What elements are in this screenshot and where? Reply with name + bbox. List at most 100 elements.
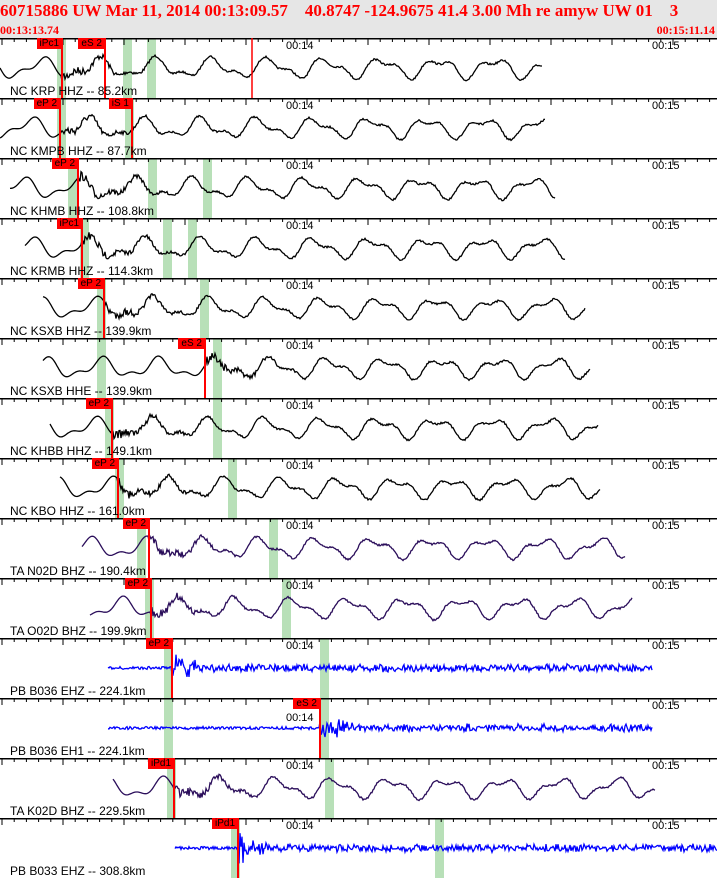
time-mark: 00:14 — [286, 280, 314, 292]
pick-flag[interactable]: iPc1 — [36, 38, 62, 49]
pick-flag[interactable]: eP 2 — [85, 398, 112, 409]
time-mark: 00:15 — [652, 400, 680, 412]
waveform-trace — [0, 698, 717, 758]
channel-panel[interactable]: eP 2 00:14 00:15 TA O02D BHZ -- 199.9km — [0, 578, 717, 638]
pick-flag[interactable]: eP 2 — [91, 458, 118, 469]
time-mark: 00:15 — [652, 820, 680, 832]
pick-flag[interactable]: eP 2 — [77, 278, 104, 289]
time-mark: 00:15 — [652, 760, 680, 772]
pick-flag[interactable]: eP 2 — [51, 158, 78, 169]
pick-flag[interactable]: eS 2 — [78, 38, 105, 49]
channel-label: PB B033 EHZ -- 308.8km — [10, 864, 146, 878]
channel-panel[interactable]: iPc1 eS 2 00:14 00:15 NC KRP HHZ -- 85.2km — [0, 38, 717, 98]
start-time: 00:13:13.74 — [0, 23, 59, 37]
time-mark: 00:14 — [286, 760, 314, 772]
event-header: 60715886 UW Mar 11, 2014 00:13:09.57 40.… — [0, 0, 717, 38]
pick-flag[interactable]: iPd1 — [147, 758, 174, 769]
pick-flag[interactable]: eP 2 — [124, 578, 151, 589]
waveform-trace — [0, 278, 717, 338]
pick-window — [163, 218, 172, 278]
time-mark: 00:15 — [652, 40, 680, 52]
channel-panel[interactable]: eS 2 00:14 00:15 PB B036 EH1 -- 224.1km — [0, 698, 717, 758]
time-mark: 00:14 — [286, 712, 314, 724]
channel-panel[interactable]: iPd1 00:14 00:15 TA K02D BHZ -- 229.5km — [0, 758, 717, 818]
pick-window — [137, 518, 146, 578]
pick-window — [213, 338, 222, 398]
pick-window — [282, 578, 291, 638]
waveform-trace — [0, 218, 717, 278]
channel-panel[interactable]: iPd1 00:14 00:15 PB B033 EHZ -- 308.8km — [0, 818, 717, 878]
pick-flag[interactable]: iS 1 — [108, 98, 132, 109]
event-title: 60715886 UW Mar 11, 2014 00:13:09.57 40.… — [0, 1, 679, 20]
pick-flag[interactable]: iPc1 — [56, 218, 82, 229]
waveform-trace — [0, 518, 717, 578]
end-time: 00:15:11.14 — [656, 23, 715, 37]
pick-window — [125, 98, 134, 158]
time-mark: 00:14 — [286, 160, 314, 172]
time-mark: 00:14 — [286, 220, 314, 232]
time-mark: 00:14 — [286, 40, 314, 52]
waveform-trace — [0, 38, 717, 98]
time-mark: 00:14 — [286, 580, 314, 592]
pick-window — [57, 98, 66, 158]
time-mark: 00:14 — [286, 100, 314, 112]
channel-label: NC KMPB HHZ -- 87.7km — [10, 144, 147, 158]
time-mark: 00:15 — [652, 460, 680, 472]
pick-window — [105, 398, 114, 458]
channel-panel[interactable]: eP 2 iS 1 00:14 00:15 NC KMPB HHZ -- 87.7km — [0, 98, 717, 158]
pick-flag[interactable]: eP 2 — [33, 98, 60, 109]
time-mark: 00:15 — [652, 220, 680, 232]
time-mark: 00:15 — [652, 340, 680, 352]
channel-label: TA O02D BHZ -- 199.9km — [10, 624, 147, 638]
channel-label: NC KBO HHZ -- 161.0km — [10, 504, 145, 518]
pick-flag[interactable]: eP 2 — [145, 638, 172, 649]
channel-label: PB B036 EHZ -- 224.1km — [10, 684, 146, 698]
channel-panel[interactable]: eP 2 00:14 00:15 NC KHBB HHZ -- 149.1km — [0, 398, 717, 458]
channel-panel[interactable]: eP 2 00:14 00:15 NC KBO HHZ -- 161.0km — [0, 458, 717, 518]
pick-window — [320, 698, 329, 758]
waveform-trace — [0, 578, 717, 638]
channel-panel[interactable]: eP 2 00:14 00:15 TA N02D BHZ -- 190.4km — [0, 518, 717, 578]
channel-label: TA K02D BHZ -- 229.5km — [10, 804, 146, 818]
waveform-trace — [0, 398, 717, 458]
time-mark: 00:15 — [652, 580, 680, 592]
pick-window — [200, 278, 209, 338]
waveform-trace — [0, 458, 717, 518]
time-mark: 00:15 — [652, 100, 680, 112]
pick-window — [115, 458, 124, 518]
pick-window — [123, 38, 132, 98]
pick-window — [97, 338, 106, 398]
pick-flag[interactable]: eS 2 — [178, 338, 205, 349]
waveform-trace — [0, 818, 717, 878]
channel-label: NC KRMB HHZ -- 114.3km — [10, 264, 154, 278]
channel-label: NC KSXB HHE -- 139.9km — [10, 384, 153, 398]
pick-flag[interactable]: eP 2 — [122, 518, 149, 529]
pick-window — [167, 758, 176, 818]
channel-panel[interactable]: eS 2 00:14 00:15 NC KSXB HHE -- 139.9km — [0, 338, 717, 398]
time-mark: 00:14 — [286, 820, 314, 832]
channel-panel[interactable]: eP 2 00:14 00:15 PB B036 EHZ -- 224.1km — [0, 638, 717, 698]
time-mark: 00:15 — [652, 700, 680, 712]
pick-window — [325, 758, 334, 818]
pick-window — [147, 38, 156, 98]
time-mark: 00:14 — [286, 640, 314, 652]
pick-window — [188, 218, 197, 278]
pick-window — [435, 818, 444, 878]
channel-panel[interactable]: eP 2 00:14 00:15 NC KSXB HHZ -- 139.9km — [0, 278, 717, 338]
channel-label: NC KSXB HHZ -- 139.9km — [10, 324, 152, 338]
time-mark: 00:14 — [286, 520, 314, 532]
time-mark: 00:15 — [652, 520, 680, 532]
waveform-trace — [0, 758, 717, 818]
pick-window — [213, 398, 222, 458]
pick-window — [80, 218, 89, 278]
channel-panel[interactable]: eP 2 00:14 00:15 NC KHMB HHZ -- 108.8km — [0, 158, 717, 218]
pick-window — [145, 578, 154, 638]
pick-window — [68, 158, 77, 218]
pick-flag[interactable]: iPd1 — [211, 818, 238, 829]
time-mark: 00:15 — [652, 640, 680, 652]
channel-label: TA N02D BHZ -- 190.4km — [10, 564, 146, 578]
pick-flag[interactable]: eS 2 — [293, 698, 320, 709]
channel-panel[interactable]: iPc1 00:14 00:15 NC KRMB HHZ -- 114.3km — [0, 218, 717, 278]
channel-label: NC KHBB HHZ -- 149.1km — [10, 444, 153, 458]
time-mark: 00:14 — [286, 460, 314, 472]
